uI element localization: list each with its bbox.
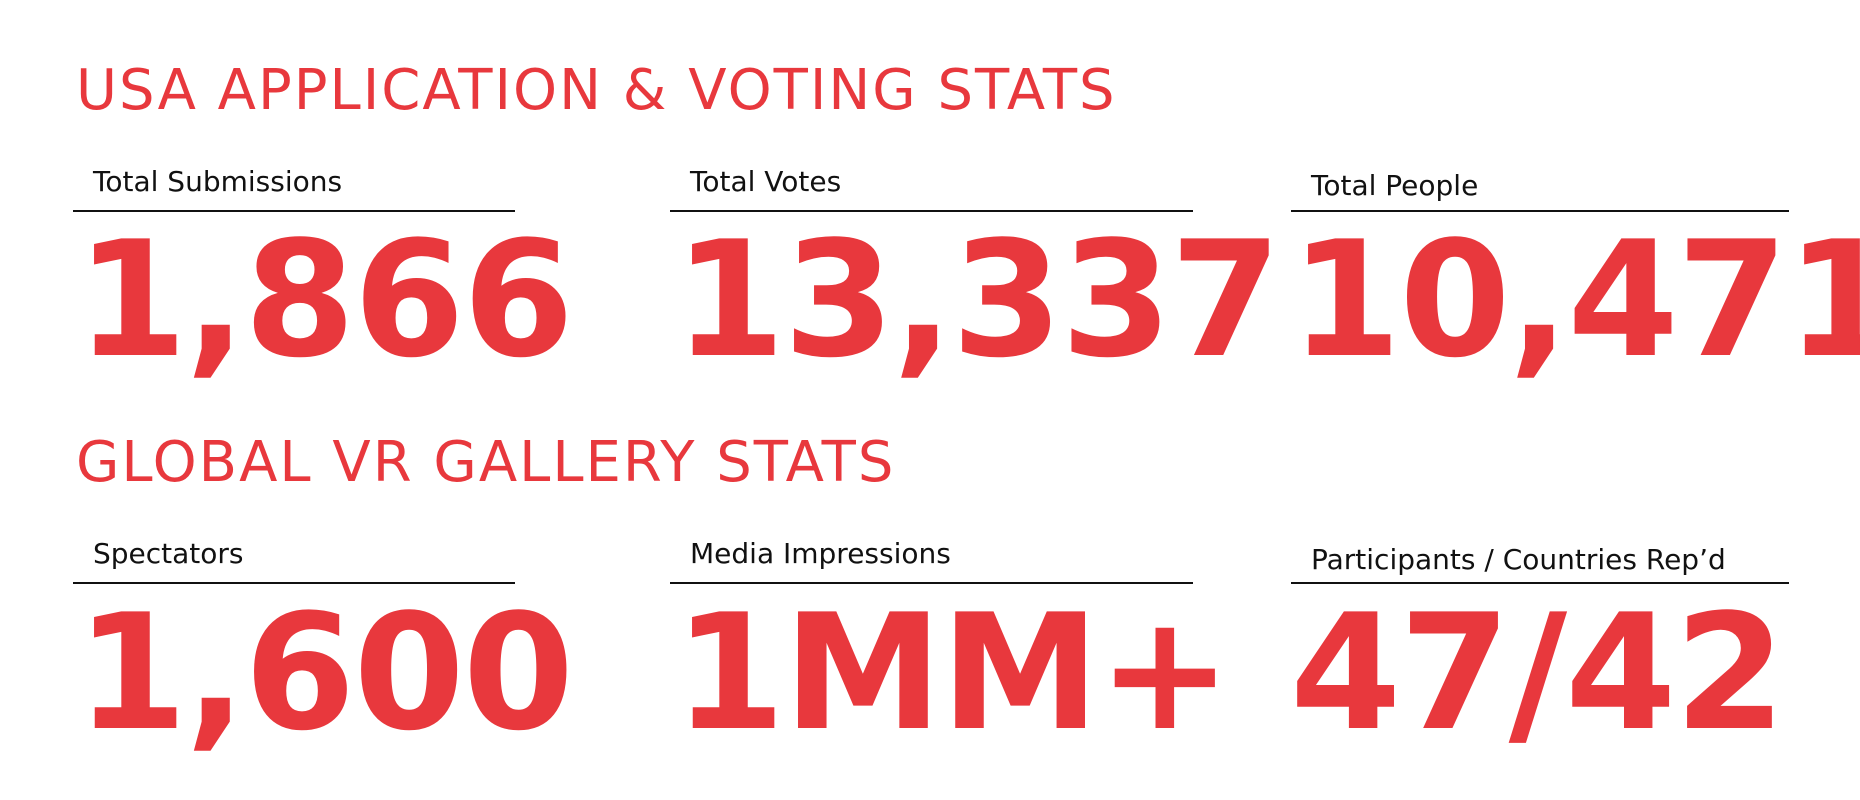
stat-label: Media Impressions — [690, 537, 951, 570]
stat-label: Spectators — [93, 537, 244, 570]
section-title-usa: USA APPLICATION & VOTING STATS — [76, 58, 1117, 123]
stat-label: Total Votes — [690, 165, 842, 198]
stat-divider — [73, 582, 515, 584]
stat-spectators: Spectators — [73, 532, 515, 584]
stat-total-submissions: Total Submissions — [73, 160, 515, 212]
stat-label: Participants / Countries Rep’d — [1311, 543, 1726, 576]
stat-media-impressions: Media Impressions — [670, 532, 1193, 584]
stat-divider — [670, 582, 1193, 584]
stat-value: 13,337 — [674, 206, 1281, 393]
stat-divider — [1291, 210, 1789, 212]
stat-divider — [1291, 582, 1789, 584]
stat-label: Total Submissions — [93, 165, 343, 198]
stat-value: 1,866 — [76, 206, 574, 393]
stat-divider — [670, 210, 1193, 212]
stat-participants-countries: Participants / Countries Rep’d — [1291, 534, 1789, 584]
stat-value: 1,600 — [76, 579, 574, 766]
stat-total-people: Total People — [1291, 164, 1789, 212]
section-title-global: GLOBAL VR GALLERY STATS — [76, 430, 896, 495]
stat-total-votes: Total Votes — [670, 160, 1193, 212]
stat-value: 47/42 — [1290, 579, 1786, 766]
stat-label: Total People — [1311, 169, 1479, 202]
stat-value: 1MM+ — [674, 579, 1232, 766]
stat-divider — [73, 210, 515, 212]
stat-value: 10,471 — [1290, 206, 1860, 393]
